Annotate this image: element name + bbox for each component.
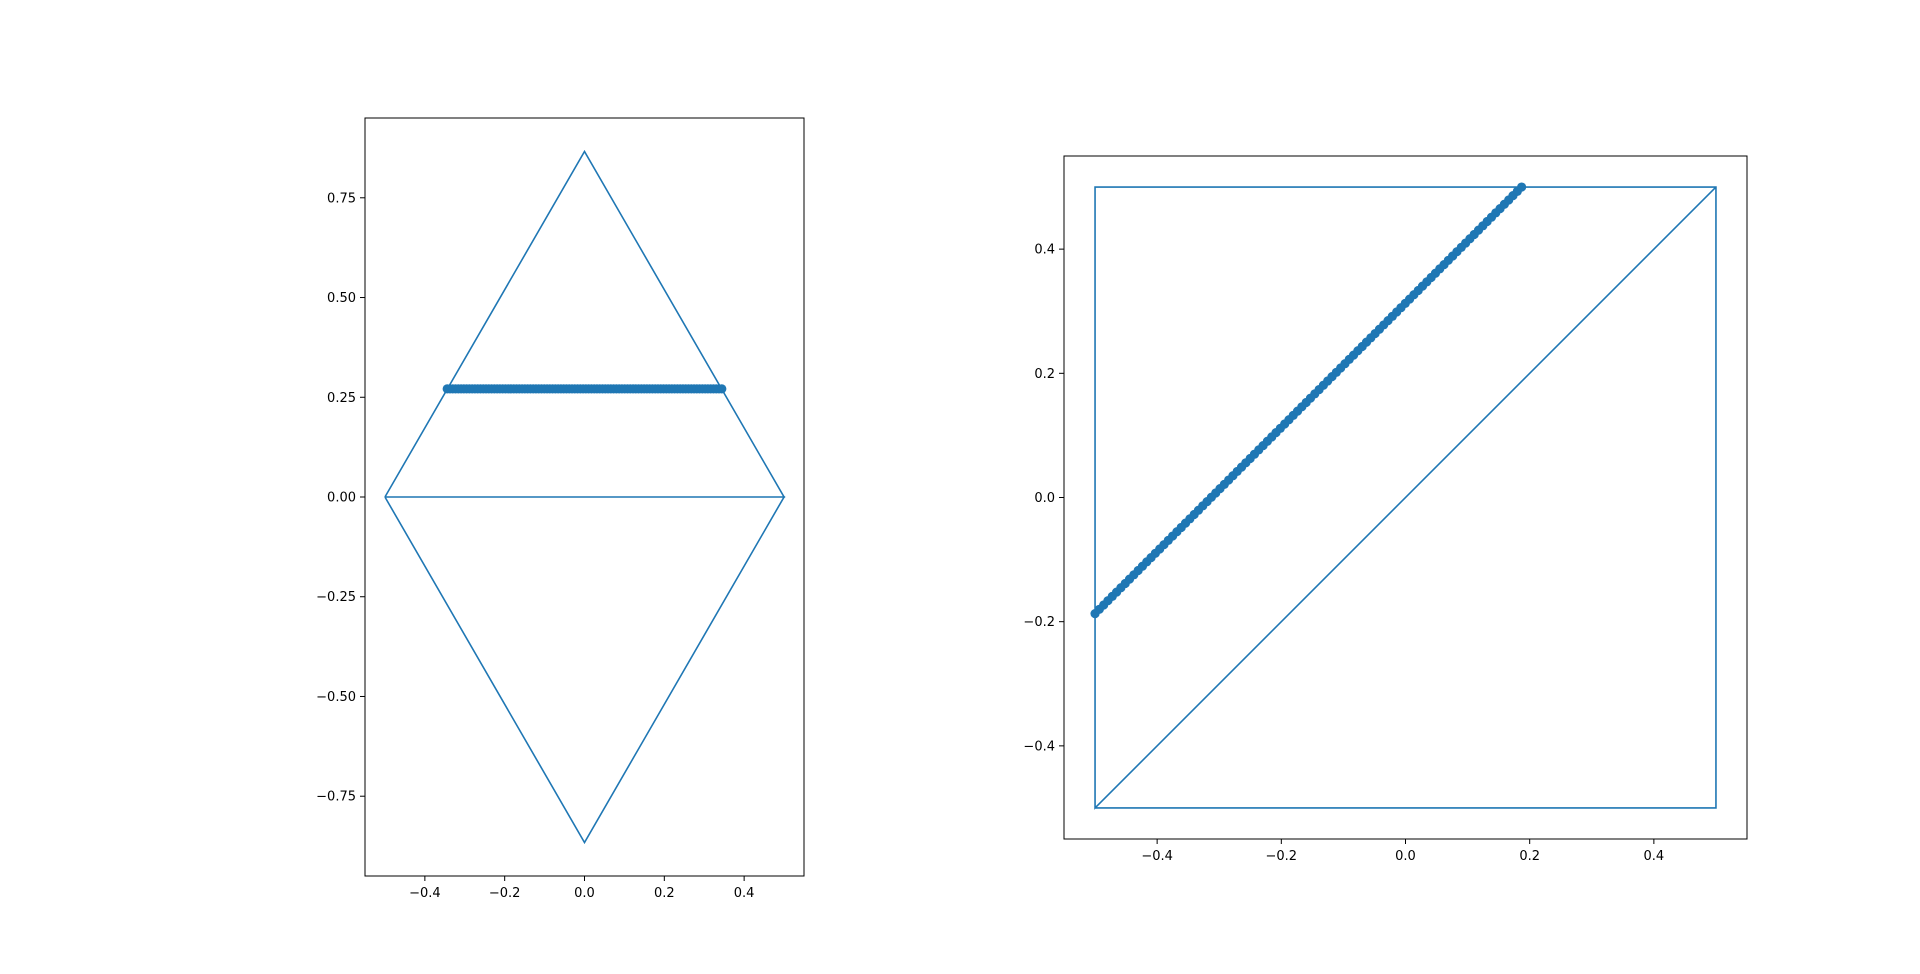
x-tick-label: 0.2 [654,886,675,901]
x-tick-label: 0.0 [574,886,595,901]
scatter-series [442,384,727,394]
y-tick-label: 0.75 [327,191,356,206]
y-tick-label: 0.4 [1034,243,1055,258]
scatter-point [717,384,727,394]
y-tick-label: 0.00 [327,491,356,506]
y-tick-label: −0.50 [316,690,356,705]
subplot-2: −0.4 −0.2 0.0 0.2 0.4 0.4 0.2 0.0 −0.2 −0.4 [1023,155,1748,864]
y-tick-label: 0.50 [327,291,356,306]
x-tick-label: 0.4 [1644,849,1665,864]
x-tick-label: −0.2 [489,886,521,901]
y-tick-label: 0.0 [1034,491,1055,506]
x-tick-label: −0.2 [1266,849,1298,864]
x-tick-label: −0.4 [1141,849,1173,864]
y-tick-label: −0.2 [1023,615,1055,630]
y-tick-label: 0.2 [1034,367,1055,382]
x-tick-label: 0.0 [1395,849,1416,864]
x-tick-label: −0.4 [409,886,441,901]
outline-series-line [1094,186,1717,810]
y-tick-label: −0.25 [316,590,356,605]
y-tick-label: −0.75 [316,790,356,805]
outline-series-line [384,149,786,845]
y-tick-label: −0.4 [1023,739,1055,754]
y-tick-label: 0.25 [327,391,356,406]
scatter-series [1090,182,1527,619]
x-tick-label: 0.4 [734,886,755,901]
subplot-1: −0.4 −0.2 0.0 0.2 0.4 0.75 0.50 0.25 0.00 −0.25 −0… [316,117,805,901]
scatter-point [1517,182,1527,192]
x-tick-label: 0.2 [1519,849,1540,864]
